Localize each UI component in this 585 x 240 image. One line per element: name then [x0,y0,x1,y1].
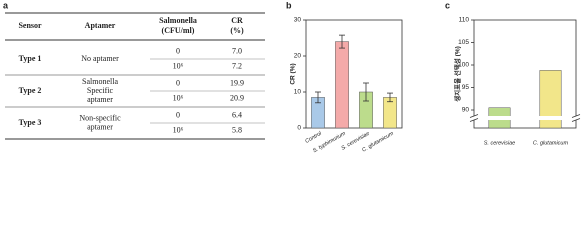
y-tick-label: 95 [462,84,470,91]
table-cell: 10⁶ [173,93,184,102]
table-cell: 0 [176,110,180,119]
y-tick-label: 10 [294,89,302,96]
panel-label: b [286,0,292,10]
y-tick-label: 105 [458,39,469,46]
table-cell: 7.2 [232,61,242,70]
table-cell: 20.9 [230,93,244,102]
table-cell: Type 3 [19,118,42,127]
table-header: Sensor [18,21,42,30]
table-cell: Type 2 [19,86,42,95]
table-header: Salmonella [159,16,197,25]
y-axis-label: CR (%) [290,63,297,84]
table-header: (%) [230,26,244,35]
panel-label: c [445,0,450,10]
y-tick-label: 30 [294,17,302,24]
y-tick-label: 90 [462,107,470,114]
y-axis-label: 생지표율 선택성 (%) [453,46,462,102]
x-tick-label: Control [304,130,323,144]
table-cell: Non-specific [79,113,121,122]
bar [539,70,562,129]
table-cell: aptamer [87,122,113,131]
table-cell: 6.4 [232,110,242,119]
table-cell: 19.9 [230,78,244,87]
table-cell: 0 [176,46,180,55]
plot-frame [305,19,403,129]
table-header: (CFU/ml) [162,26,195,35]
axis-break-mark [469,118,479,122]
table-cell: 7.0 [232,46,242,55]
x-tick-label: S. cerevisiae [484,140,516,146]
table-cell: 10⁶ [173,125,184,134]
table-cell: 10⁶ [173,61,184,70]
x-tick-label: C. glutamicum [533,140,569,146]
table-cell: No aptamer [81,54,119,63]
y-tick-label: 20 [294,53,302,60]
axis-break [470,116,580,120]
table-cell: aptamer [87,95,113,104]
y-tick-label: 110 [459,17,470,24]
panel-label: a [3,0,9,10]
table-cell: 5.8 [232,125,242,134]
plot-frame [473,19,577,129]
axis-break-mark [571,114,581,118]
table-header: Aptamer [85,21,116,30]
table-cell: Type 1 [19,54,42,63]
axis-break-mark [469,114,479,118]
axis-break-mark [571,118,581,122]
table-cell: 0 [176,78,180,87]
y-tick-label: 0 [297,125,301,132]
bar [335,41,349,129]
table-header: CR [231,16,243,25]
table-cell: Salmonella [82,77,118,86]
y-tick-label: 100 [458,62,469,69]
table-cell: Specific [87,86,114,95]
